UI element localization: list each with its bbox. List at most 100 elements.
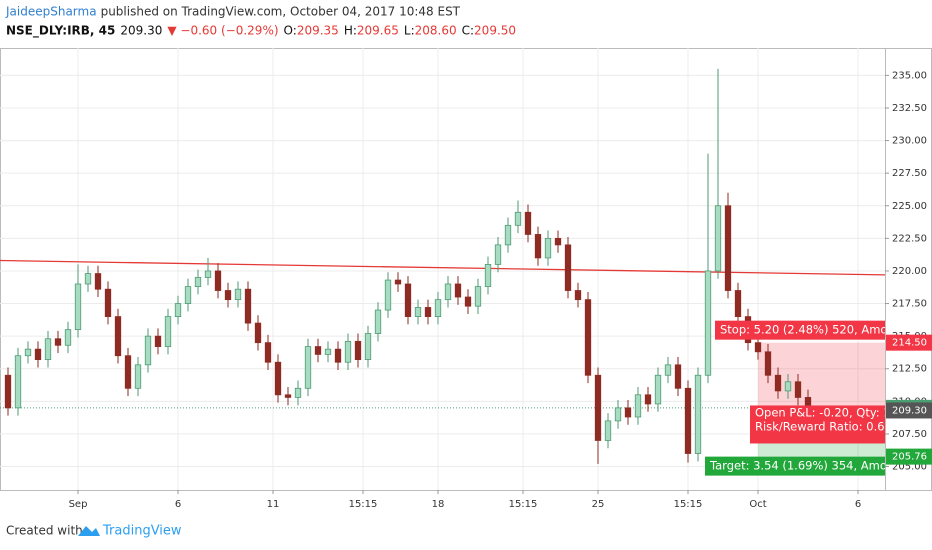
x-tick-label: Oct (749, 499, 766, 510)
x-tick-label: 25 (592, 499, 605, 510)
candle-body (114, 316, 122, 357)
candle-body (444, 283, 452, 301)
candle-body (54, 338, 62, 346)
position-label: Stop: 5.20 (2.48%) 520, Amou (720, 323, 895, 337)
candle-body (134, 364, 142, 389)
candle-body (204, 270, 212, 278)
candle-body (714, 205, 722, 272)
author[interactable]: JaideepSharma (5, 5, 97, 19)
candle-body (764, 351, 772, 376)
candle-body (84, 273, 92, 285)
x-tick-label: 18 (432, 499, 445, 510)
candle-body (474, 286, 482, 307)
candle-body (374, 309, 382, 334)
candle-body (554, 237, 562, 246)
candle-body (514, 211, 522, 226)
candle-body (724, 205, 732, 291)
created: Created with (6, 524, 83, 538)
candle-body (684, 387, 692, 454)
candle-body (654, 374, 662, 405)
x-tick-label: 6 (175, 499, 181, 510)
price-label: 214.50 (892, 338, 927, 349)
candle-body (544, 237, 552, 259)
legend-o-label: O: (284, 24, 297, 38)
x-tick-label: 6 (855, 499, 861, 510)
candle-body (504, 224, 512, 246)
candle-body (624, 407, 632, 418)
position-label-box (750, 405, 885, 444)
candle-body (704, 270, 712, 376)
candle-body (754, 342, 762, 353)
candle-body (344, 340, 352, 363)
candle-body (264, 342, 272, 363)
legend-c: 209.50 (474, 24, 516, 38)
candle-body (354, 340, 362, 361)
candle-body (584, 299, 592, 376)
legend-last: 209.30 (120, 24, 162, 38)
y-tick-label: 235.00 (892, 70, 927, 81)
candle-body (144, 335, 152, 366)
candle-body (404, 283, 412, 317)
published: published on TradingView.com, October 04… (101, 5, 461, 19)
candle-body (34, 348, 42, 361)
position-label: Target: 3.54 (1.69%) 354, Amou (709, 459, 894, 473)
candle-body (564, 244, 572, 291)
y-tick-label: 212.50 (892, 364, 927, 375)
plot: 205.00207.50210.00212.50215.00217.50220.… (0, 48, 932, 510)
candle-body (694, 374, 702, 454)
x-tick-label: Sep (69, 499, 88, 510)
legend-l: 208.60 (415, 24, 457, 38)
candle-body (614, 407, 622, 422)
y-tick-label: 230.00 (892, 136, 927, 147)
y-tick-label: 222.50 (892, 233, 927, 244)
brand[interactable]: TradingView (102, 524, 182, 539)
candle-body (794, 381, 802, 398)
price-label: 205.76 (892, 452, 927, 463)
logo (78, 526, 100, 536)
candle-body (414, 307, 422, 317)
candle-body (604, 420, 612, 441)
candle-body (424, 307, 432, 317)
candle-body (594, 374, 602, 441)
legend-o: 209.35 (297, 24, 339, 38)
candle-body (164, 316, 172, 347)
position-label: Risk/Reward Ratio: 0.6 (755, 419, 885, 433)
series: Stop: 5.20 (2.48%) 520, Amou Open P&L: -0… (0, 68, 895, 476)
candle-body (664, 364, 672, 376)
candle-body (274, 361, 282, 396)
price-label: 209.30 (892, 405, 927, 416)
candle-body (464, 296, 472, 307)
y-tick-label: 225.00 (892, 201, 927, 212)
candle-body (94, 273, 102, 290)
candle-body (24, 348, 32, 357)
candle-body (294, 387, 302, 398)
y-tick-label: 205.00 (892, 462, 927, 473)
candle-body (234, 288, 242, 301)
candle-body (244, 288, 252, 324)
price-label-box (886, 448, 932, 465)
candle-body (334, 348, 342, 363)
candle-body (494, 244, 502, 265)
legend: NSE_DLY:IRB, 45 209.30 ▼ −0.60 (−0.29%) O: 2… (6, 24, 516, 39)
candle-body (124, 355, 132, 389)
candle-body (434, 299, 442, 317)
candle-body (774, 374, 782, 392)
candle-body (784, 381, 792, 392)
candle-body (44, 338, 52, 361)
candle-body (674, 364, 682, 389)
candle-body (104, 288, 112, 317)
candle-body (324, 348, 332, 355)
legend-h-label: H: (344, 24, 357, 38)
candle-body (64, 329, 72, 346)
candle-body (534, 234, 542, 259)
y-tick-label: 227.50 (892, 168, 927, 179)
candle-body (284, 394, 292, 398)
x-tick-label: 15:15 (509, 499, 538, 510)
y-tick-label: 207.50 (892, 429, 927, 440)
trend-line (0, 259, 885, 276)
candle-body (224, 290, 232, 301)
candle-body (734, 290, 742, 317)
candle-body (154, 335, 162, 347)
x-tick-label: 11 (267, 499, 280, 510)
